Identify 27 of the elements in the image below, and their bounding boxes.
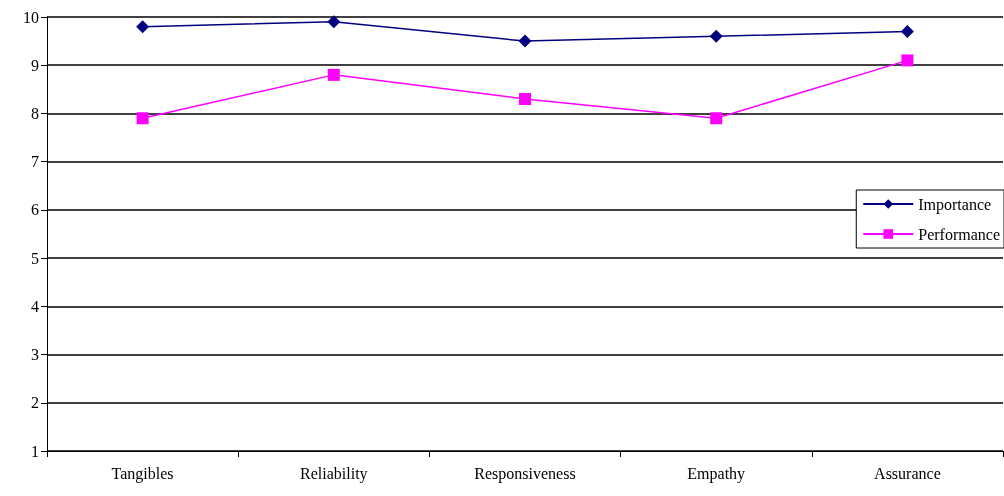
legend-label: Performance <box>918 225 1000 243</box>
x-tick-label: Assurance <box>874 464 941 482</box>
point <box>709 29 723 43</box>
x-tick-label: Empathy <box>687 464 746 483</box>
x-tick-label: Reliability <box>300 464 368 483</box>
point <box>327 68 340 81</box>
y-tick-label: 3 <box>31 346 39 364</box>
y-tick-label: 1 <box>31 442 39 460</box>
point <box>518 34 532 48</box>
point <box>519 92 531 105</box>
point <box>901 54 914 67</box>
y-tick-label: 10 <box>23 8 39 26</box>
legend-label: Importance <box>918 195 992 214</box>
y-tick-label: 9 <box>31 56 39 74</box>
point <box>136 20 150 34</box>
point <box>327 15 341 29</box>
y-tick-label: 6 <box>31 201 39 219</box>
x-tick-label: Tangibles <box>111 464 174 483</box>
y-tick-label: 2 <box>31 394 39 412</box>
y-tick-label: 8 <box>31 104 39 122</box>
point <box>900 24 914 38</box>
x-tick-label: Responsiveness <box>474 464 576 483</box>
point <box>710 112 723 125</box>
y-tick-label: 7 <box>31 153 39 171</box>
y-tick-label: 4 <box>31 297 39 315</box>
y-tick-label: 5 <box>31 249 39 267</box>
point <box>136 112 149 125</box>
